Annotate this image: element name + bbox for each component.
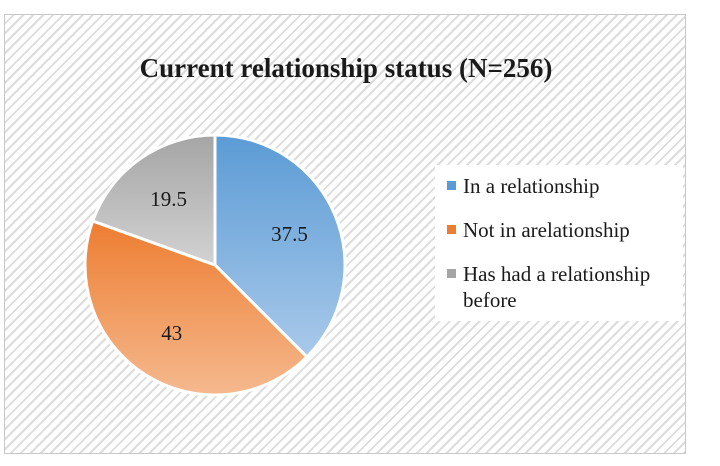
data-label-had-relationship: 19.5 [150,187,187,211]
chart-area: Current relationship status (N=256) 37.5… [4,14,686,454]
legend-swatch-in-relationship [447,181,456,190]
legend-item-had-relationship: Has had a relationship before [439,261,679,313]
pie-slice-had-relationship [90,133,217,268]
legend-item-not-in-relationship: Not in arelationship [439,217,679,243]
legend-swatch-not-in-relationship [447,225,456,234]
pie-slice-not-in-relationship [83,219,310,397]
legend-label-not-in-relationship: Not in arelationship [463,218,630,242]
legend-swatch-had-relationship [447,269,456,278]
legend-item-in-relationship: In a relationship [439,173,679,199]
chart-title: Current relationship status (N=256) [139,53,553,83]
pie-chart: 37.5 43 19.5 [83,133,347,397]
chart-legend: In a relationship Not in arelationship H… [435,165,683,321]
pie-slice-in-relationship [213,133,347,360]
data-label-in-relationship: 37.5 [271,222,308,246]
data-label-not-in-relationship: 43 [161,321,182,345]
legend-label-had-relationship: Has had a relationship before [463,262,651,312]
legend-label-in-relationship: In a relationship [463,174,600,198]
